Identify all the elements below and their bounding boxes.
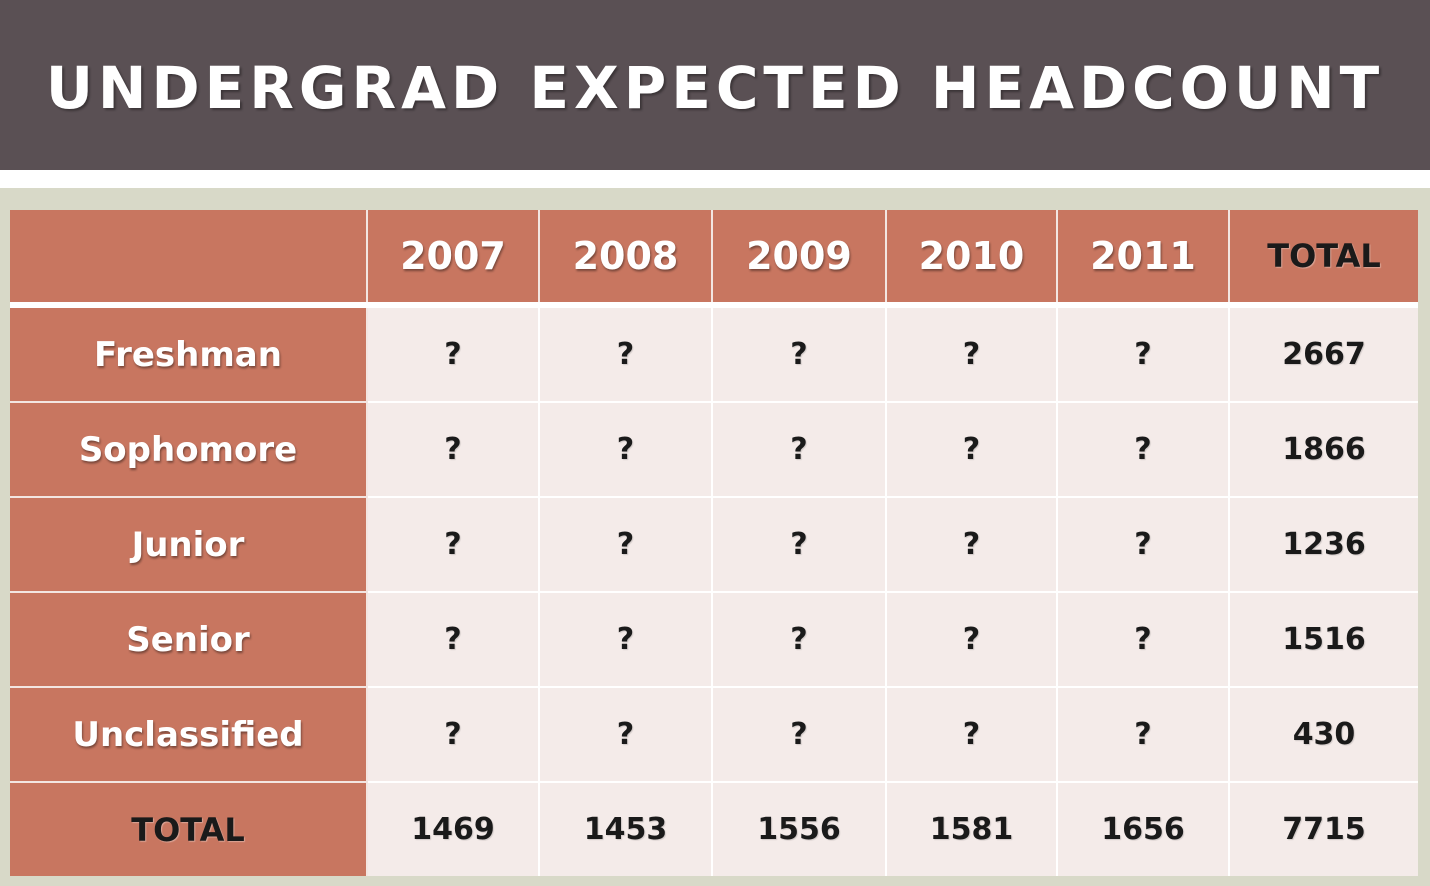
column-total-cell: 1469 [367,782,540,876]
table-cell: ? [712,305,887,403]
table-cell: ? [1057,497,1230,593]
table-row: Freshman ? ? ? ? ? 2667 [10,305,1418,403]
header-corner-cell [10,210,368,308]
table-cell: ? [367,497,540,593]
title-bar: UNDERGRAD EXPECTED HEADCOUNT [0,0,1430,170]
table-cell: ? [712,592,887,688]
table-cell: ? [539,592,713,688]
row-total-cell: 1866 [1229,402,1418,498]
table-row: Sophomore ? ? ? ? ? 1866 [10,402,1418,498]
table-row: Unclassified ? ? ? ? ? 430 [10,687,1418,783]
table-cell: ? [367,305,540,403]
column-header-2008: 2008 [539,210,713,308]
table-cell: ? [539,305,713,403]
column-total-cell: 1556 [712,782,887,876]
table-cell: ? [712,402,887,498]
row-total-cell: 430 [1229,687,1418,783]
row-total-cell: 2667 [1229,305,1418,403]
column-header-total: TOTAL [1229,210,1418,308]
headcount-table: 2007 2008 2009 2010 2011 TOTAL Freshman … [10,210,1418,876]
row-label-unclassified: Unclassified [10,687,368,783]
title-divider [0,170,1430,188]
table-cell: ? [1057,305,1230,403]
table-cell: ? [886,497,1058,593]
grand-total-cell: 7715 [1229,782,1418,876]
table-cell: ? [367,402,540,498]
table-cell: ? [539,402,713,498]
row-label-senior: Senior [10,592,368,688]
row-label-total: TOTAL [10,782,368,876]
row-total-cell: 1236 [1229,497,1418,593]
total-row: TOTAL 1469 1453 1556 1581 1656 7715 [10,782,1418,876]
table-cell: ? [712,687,887,783]
header-row: 2007 2008 2009 2010 2011 TOTAL [10,210,1418,308]
row-total-cell: 1516 [1229,592,1418,688]
table-cell: ? [886,687,1058,783]
table-cell: ? [539,687,713,783]
slide-title: UNDERGRAD EXPECTED HEADCOUNT [45,54,1385,122]
row-label-sophomore: Sophomore [10,402,368,498]
row-label-junior: Junior [10,497,368,593]
table-row: Senior ? ? ? ? ? 1516 [10,592,1418,688]
table-cell: ? [367,687,540,783]
table-cell: ? [886,402,1058,498]
table-cell: ? [886,305,1058,403]
column-total-cell: 1453 [539,782,713,876]
column-header-2010: 2010 [886,210,1058,308]
column-total-cell: 1581 [886,782,1058,876]
table-row: Junior ? ? ? ? ? 1236 [10,497,1418,593]
column-header-2009: 2009 [712,210,887,308]
table-cell: ? [539,497,713,593]
table-cell: ? [367,592,540,688]
column-header-2011: 2011 [1057,210,1230,308]
table-cell: ? [1057,592,1230,688]
column-header-2007: 2007 [367,210,540,308]
table-cell: ? [1057,402,1230,498]
table-cell: ? [1057,687,1230,783]
table-cell: ? [886,592,1058,688]
column-total-cell: 1656 [1057,782,1230,876]
row-label-freshman: Freshman [10,305,368,403]
table-cell: ? [712,497,887,593]
